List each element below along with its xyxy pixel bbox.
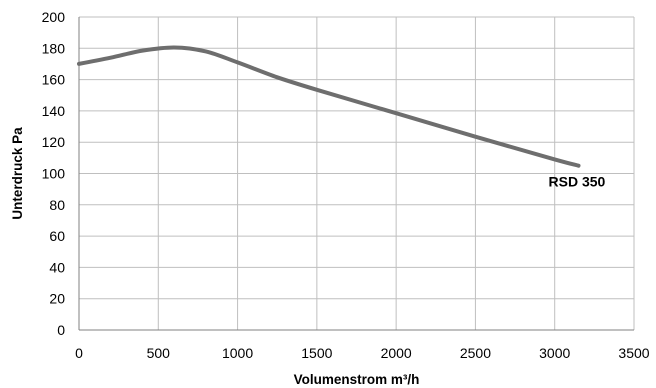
- x-tick-label: 3000: [539, 345, 570, 361]
- x-tick-label: 500: [147, 345, 171, 361]
- y-tick-label: 140: [42, 103, 66, 119]
- y-tick-label: 20: [49, 291, 65, 307]
- y-tick-label: 80: [49, 197, 65, 213]
- series-label-rsd-350: RSD 350: [549, 174, 606, 190]
- y-tick-label: 0: [57, 322, 65, 338]
- y-tick-label: 120: [42, 134, 66, 150]
- x-tick-label: 0: [75, 345, 83, 361]
- x-tick-label: 3500: [618, 345, 649, 361]
- y-tick-label: 100: [42, 166, 66, 182]
- y-tick-label: 200: [42, 9, 66, 25]
- x-tick-label: 2000: [381, 345, 412, 361]
- y-tick-label: 180: [42, 40, 66, 56]
- x-tick-labels: 0 500 1000 1500 2000 2500 3000 3500: [75, 345, 650, 361]
- x-tick-label: 2500: [460, 345, 491, 361]
- x-tick-label: 1500: [301, 345, 332, 361]
- y-tick-labels: 0 20 40 60 80 100 120 140 160 180 200: [42, 9, 66, 338]
- y-gridlines: [79, 16, 634, 300]
- y-axis-title: Unterdruck Pa: [10, 127, 25, 220]
- y-tick-label: 60: [49, 228, 65, 244]
- x-axis-title: Volumenstrom m³/h: [294, 372, 420, 387]
- y-tick-label: 40: [49, 259, 65, 275]
- x-tick-label: 1000: [222, 345, 253, 361]
- series-line-rsd-350: [77, 45, 581, 168]
- y-tick-label: 160: [42, 72, 66, 88]
